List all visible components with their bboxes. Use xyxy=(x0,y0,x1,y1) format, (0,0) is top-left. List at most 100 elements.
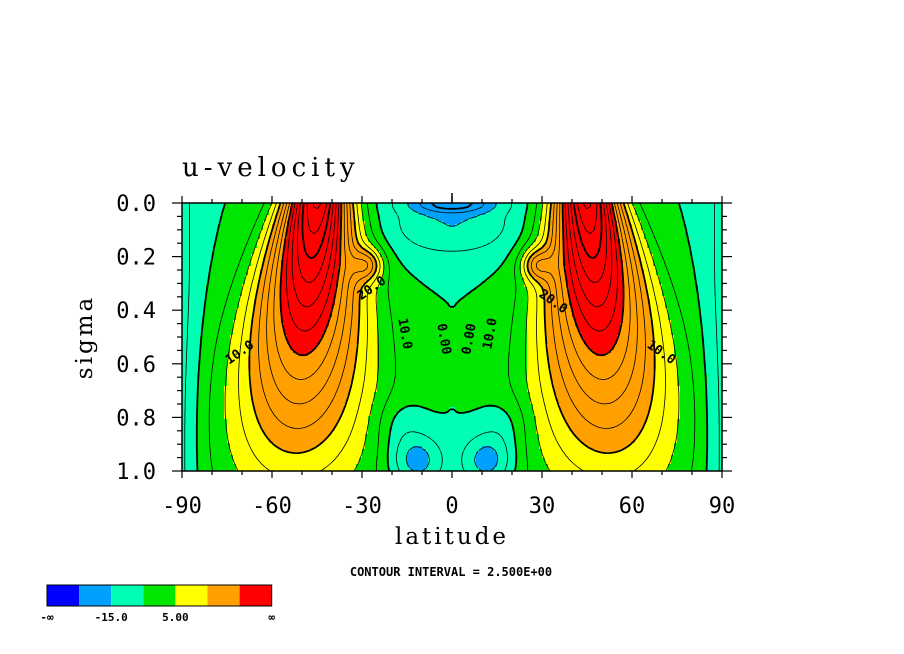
field-cell xyxy=(356,356,378,360)
field-cell xyxy=(653,323,672,327)
field-cell xyxy=(536,251,564,255)
field-cell xyxy=(377,260,384,264)
field-cell xyxy=(227,362,249,366)
field-cell xyxy=(455,224,525,228)
field-cell xyxy=(380,254,396,258)
field-cell xyxy=(707,428,722,432)
field-cell xyxy=(566,272,624,276)
field-cell xyxy=(476,461,498,465)
field-cell xyxy=(245,281,261,285)
field-cell xyxy=(359,302,378,306)
field-cell xyxy=(578,437,636,441)
field-cell xyxy=(182,245,216,249)
field-cell xyxy=(308,449,363,453)
field-cell xyxy=(338,266,378,270)
field-cell xyxy=(620,242,636,246)
field-cell xyxy=(182,335,201,339)
x-tick-label: -60 xyxy=(252,494,292,519)
field-cell xyxy=(542,284,567,288)
field-cell xyxy=(605,353,654,357)
contour-line xyxy=(301,203,603,260)
field-cell xyxy=(497,455,516,459)
field-cell xyxy=(275,443,321,447)
field-cell xyxy=(239,299,255,303)
contour-label: 0.00 xyxy=(433,322,453,356)
field-cell xyxy=(548,359,657,363)
field-cell xyxy=(707,431,722,435)
field-cell xyxy=(182,275,210,279)
field-cell xyxy=(368,428,393,432)
field-cell xyxy=(359,329,378,333)
field-cell xyxy=(545,332,582,336)
field-cell xyxy=(527,347,549,351)
field-cell xyxy=(371,407,405,411)
field-cell xyxy=(494,467,516,471)
contour-line xyxy=(312,203,592,209)
field-cell xyxy=(227,356,249,360)
contour-line xyxy=(266,203,638,405)
contour-line xyxy=(224,203,680,471)
x-tick-label: -30 xyxy=(342,494,382,519)
field-cell xyxy=(362,218,381,222)
field-cell xyxy=(365,230,384,234)
field-cell xyxy=(281,302,336,306)
field-cell xyxy=(359,311,378,315)
field-cell xyxy=(281,308,333,312)
y-tick-label: 0.0 xyxy=(116,192,156,217)
field-cell xyxy=(341,242,360,246)
field-cell xyxy=(377,212,420,216)
field-cell xyxy=(563,224,618,228)
field-cell xyxy=(548,365,657,369)
field-cell xyxy=(620,245,639,249)
field-cell xyxy=(524,224,540,228)
field-cell xyxy=(707,434,722,438)
field-cell xyxy=(410,449,426,453)
field-cell xyxy=(203,326,234,330)
field-cell xyxy=(545,329,579,333)
field-cell xyxy=(524,251,537,255)
field-cell xyxy=(227,437,270,441)
field-cell xyxy=(533,413,564,417)
field-cell xyxy=(623,320,654,324)
field-cell xyxy=(539,434,576,438)
field-cell xyxy=(548,356,657,360)
field-cell xyxy=(257,416,342,420)
field-cell xyxy=(638,248,651,252)
field-cell xyxy=(614,344,654,348)
field-cell xyxy=(422,446,483,450)
field-cell xyxy=(647,287,663,291)
field-cell xyxy=(182,359,201,363)
field-cell xyxy=(362,455,390,459)
field-cell xyxy=(563,236,618,240)
field-cell xyxy=(359,323,378,327)
colorbar-label: 5.00 xyxy=(162,611,189,624)
field-cell xyxy=(362,287,378,291)
field-cell xyxy=(380,215,429,219)
field-cell xyxy=(635,206,681,210)
field-cell xyxy=(626,446,675,450)
field-cell xyxy=(215,242,258,246)
field-cell xyxy=(629,443,675,447)
field-cell xyxy=(467,218,525,222)
field-cell xyxy=(197,407,225,411)
field-cell xyxy=(563,254,621,258)
field-cell xyxy=(698,290,722,294)
field-cell xyxy=(206,299,240,303)
field-cell xyxy=(263,260,282,264)
field-cell xyxy=(707,419,722,423)
field-cell xyxy=(515,449,543,453)
field-cell xyxy=(698,302,722,306)
field-cell xyxy=(704,359,722,363)
field-cell xyxy=(527,209,543,213)
field-cell xyxy=(233,458,360,462)
field-cell xyxy=(542,212,552,216)
field-cell xyxy=(197,380,228,384)
field-cell xyxy=(365,224,381,228)
field-cell xyxy=(266,434,330,438)
field-cell xyxy=(182,377,198,381)
field-cell xyxy=(632,230,645,234)
field-cell xyxy=(425,467,480,471)
field-cell xyxy=(644,272,657,276)
field-cell xyxy=(392,419,513,423)
field-cell xyxy=(377,347,528,351)
